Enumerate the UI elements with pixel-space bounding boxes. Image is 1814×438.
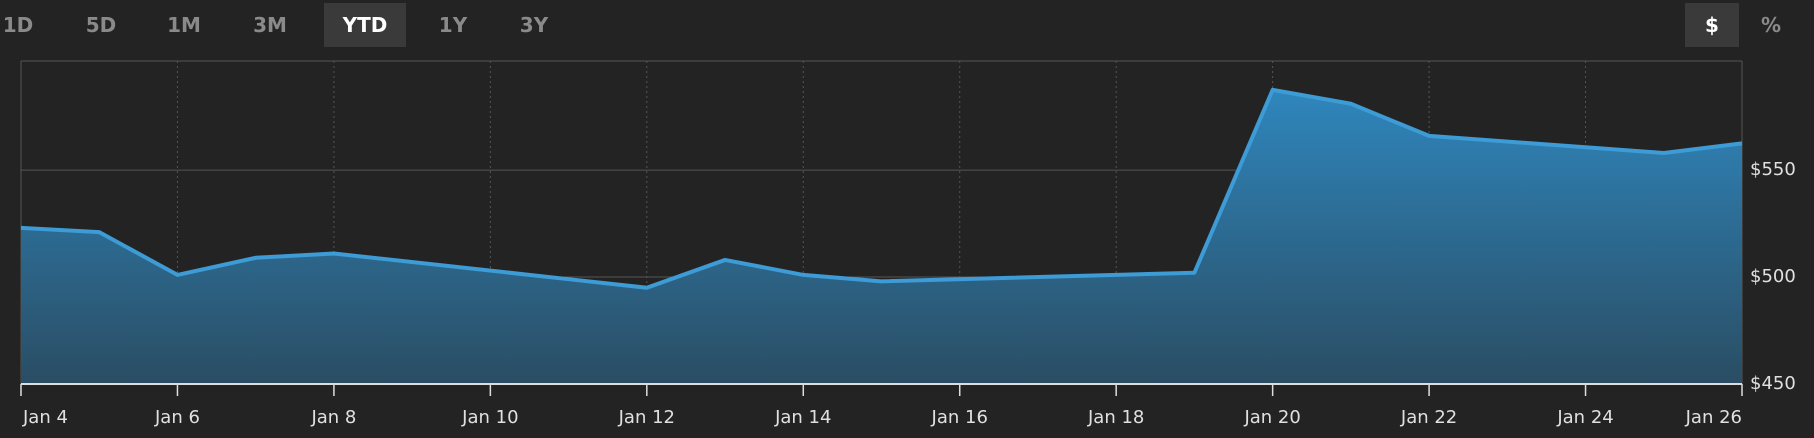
x-tick-label: Jan 10	[461, 407, 518, 428]
price-line	[20, 87, 1743, 290]
x-tick-label: Jan 6	[154, 407, 200, 428]
toggle-button[interactable]: 3M	[253, 13, 287, 37]
y-tick-label: $450	[1750, 373, 1796, 394]
x-tick-label: Jan 16	[931, 407, 988, 428]
x-tick-label: Jan 22	[1400, 407, 1457, 428]
toggle-button[interactable]: 1D	[2, 13, 34, 37]
x-tick-label: Jan 14	[774, 407, 831, 428]
y-tick-label: $500	[1750, 266, 1796, 287]
toggle-button[interactable]: 3Y	[519, 13, 549, 37]
toggle-button[interactable]: %	[1760, 13, 1782, 37]
toggle-button[interactable]: 5D	[85, 13, 117, 37]
toggle-button[interactable]: YTD	[324, 3, 406, 47]
toggle-button[interactable]: $	[1685, 3, 1739, 47]
toggle-button[interactable]: 1Y	[438, 13, 468, 37]
x-tick-label: Jan 18	[1087, 407, 1144, 428]
x-tick-label: Jan 26	[1685, 407, 1742, 428]
x-tick-label: Jan 24	[1556, 407, 1613, 428]
y-tick-label: $550	[1750, 159, 1796, 180]
toggle-button[interactable]: 1M	[167, 13, 201, 37]
area	[21, 89, 1742, 384]
x-tick-label: Jan 8	[310, 407, 356, 428]
x-tick-label: Jan 12	[618, 407, 675, 428]
x-tick-label: Jan 20	[1243, 407, 1300, 428]
x-tick-label: Jan 4	[22, 407, 68, 428]
